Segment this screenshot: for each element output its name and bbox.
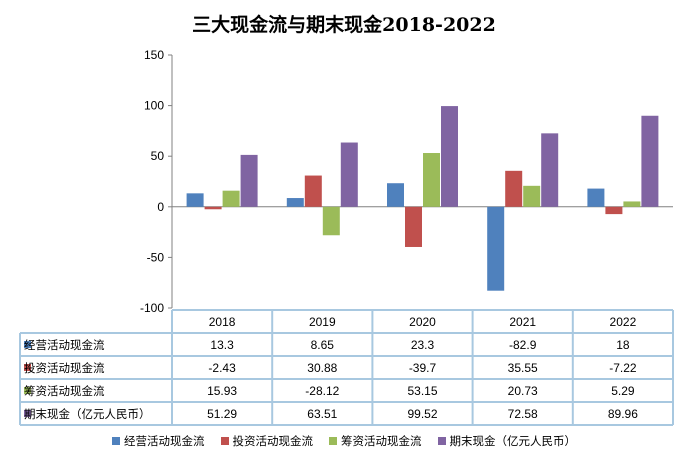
table-row-label: 经营活动现金流 [24,338,105,352]
table-row-legend-key [24,387,31,394]
legend-swatch [329,437,337,445]
table-row-legend-key [24,341,31,348]
bar-1-2022 [587,188,605,207]
table-cell-value: 89.96 [608,407,638,421]
legend: 经营活动现金流 投资活动现金流 筹资活动现金流 期末现金（亿元人民币） [0,433,688,449]
table-cell-value: 13.3 [210,338,234,352]
bar-3-2019 [322,206,340,236]
legend-label: 投资活动现金流 [232,434,314,448]
x-category-label: 2021 [509,315,536,329]
table-cell-value: 35.55 [508,361,538,375]
y-tick-label: -100 [140,301,164,315]
bar-3-2020 [423,153,440,207]
data-table: 2018 2019 2020 2021 2022 经营活动现金流 13.3 8.65 23.3 -… [19,309,674,426]
table-cell-value: -2.43 [208,361,236,375]
bar-2-2018 [204,206,222,210]
table-row-label: 期末现金（亿元人民币） [24,407,151,421]
bar-3-2021 [523,185,541,207]
table-cell-value: -82.9 [509,338,537,352]
bar-3-2018 [222,190,240,207]
y-tick-label: -50 [147,250,165,264]
y-tick-label: 50 [151,149,165,163]
table-cell-value: -28.12 [305,384,339,398]
bar-1-2018 [186,193,204,207]
bar-4-2020 [441,106,458,207]
table-cell-value: 8.65 [311,338,335,352]
legend-item: 经营活动现金流 [112,433,205,449]
table-cell-value: 30.88 [307,361,337,375]
table-cell-value: 51.29 [207,407,237,421]
bar-4-2019 [340,142,358,207]
x-category-label: 2018 [209,315,236,329]
x-category-label: 2022 [610,315,637,329]
bar-2-2022 [605,206,623,215]
table-cell-value: 53.15 [407,384,437,398]
bar-4-2021 [541,133,559,207]
bar-1-2021 [487,206,505,291]
bar-4-2022 [641,115,659,207]
table-cell-value: 23.3 [411,338,435,352]
table-cell-value: 72.58 [508,407,538,421]
table-cell-value: 18 [616,338,630,352]
bar-4-2018 [240,154,258,207]
bar-2-2021 [505,170,523,207]
x-category-label: 2020 [409,315,436,329]
table-cell-value: 20.73 [508,384,538,398]
table-cell-value: -7.22 [609,361,637,375]
legend-swatch [220,437,229,445]
legend-item: 筹资活动现金流 [329,433,422,449]
bars-layer [186,106,659,291]
table-row-legend-key [24,410,31,417]
axis-layer: 150 100 50 0 -50 -100 [140,48,673,315]
table-row-label: 投资活动现金流 [24,361,105,375]
table-cell-value: 99.52 [407,407,437,421]
legend-swatch [437,437,446,445]
table-row-legend-key [24,364,31,371]
legend-item: 投资活动现金流 [220,433,314,449]
y-tick-label: 100 [144,99,164,113]
table-cell-value: -39.7 [409,361,437,375]
legend-item: 期末现金（亿元人民币） [437,433,577,449]
bar-3-2022 [623,201,641,207]
table-row-label: 筹资活动现金流 [24,384,105,398]
table-cell-value: 15.93 [207,384,237,398]
bar-1-2020 [387,183,404,207]
bar-2-2020 [405,206,422,247]
table-cell-value: 5.29 [611,384,635,398]
bar-2-2019 [304,175,322,207]
legend-label: 经营活动现金流 [124,434,205,448]
table-cell-value: 63.51 [307,407,337,421]
bar-1-2019 [286,198,304,207]
x-category-label: 2019 [309,315,336,329]
legend-label: 筹资活动现金流 [341,434,422,448]
chart-title: 三大现金流与期末现金2018-2022 [192,14,496,36]
y-tick-label: 150 [144,48,164,62]
legend-swatch [112,437,120,445]
legend-label: 期末现金（亿元人民币） [449,434,577,448]
y-tick-label: 0 [157,200,164,214]
